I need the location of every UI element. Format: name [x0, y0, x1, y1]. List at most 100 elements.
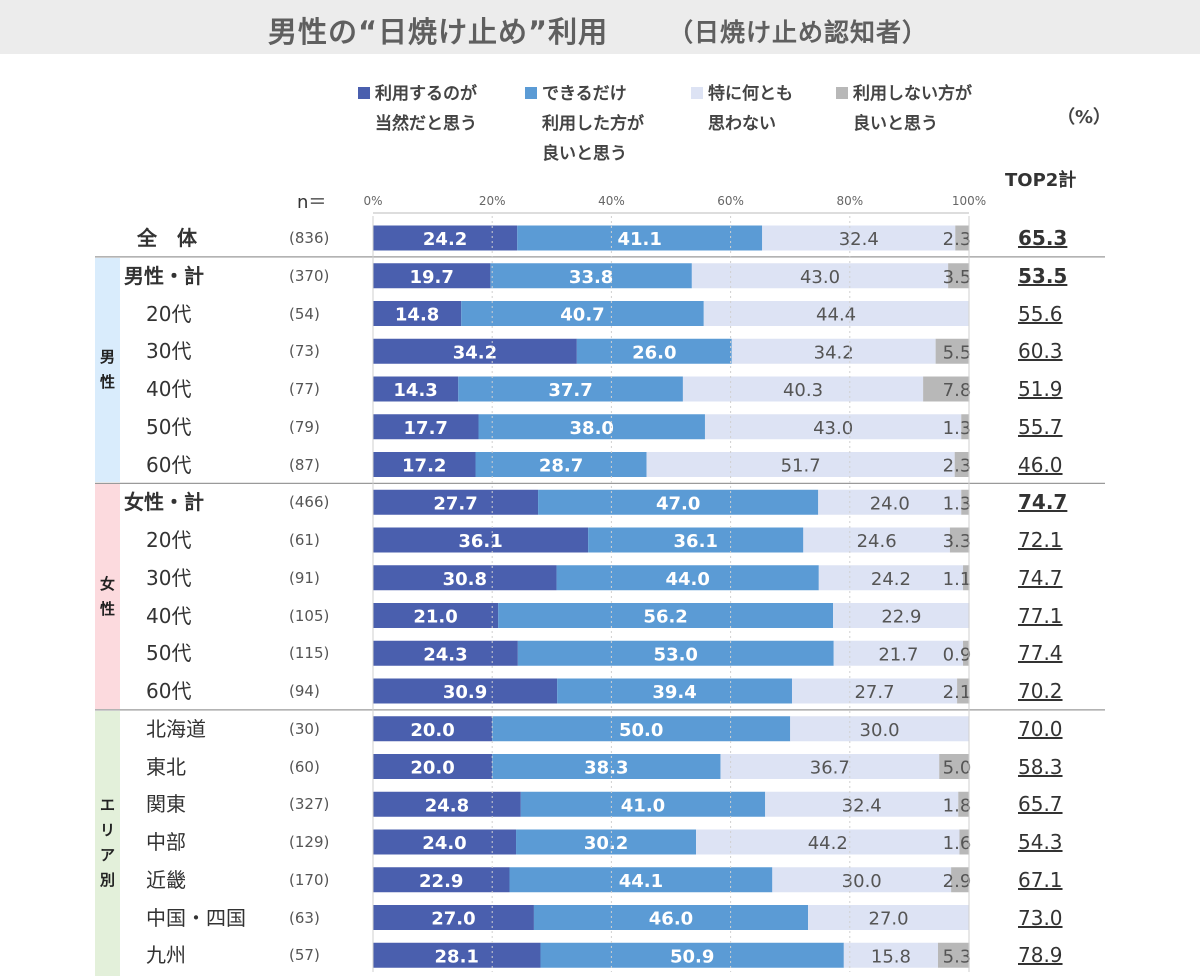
x-tick-label: 100% [952, 194, 986, 208]
row-label: 全 体 [137, 226, 197, 250]
data-label-should-use: 50.0 [619, 720, 663, 741]
bar-should-not-use [957, 678, 970, 704]
top2-header: TOP2計 [1005, 170, 1077, 191]
bar-no-opinion [720, 754, 940, 779]
data-label-should-use: 33.8 [569, 267, 613, 288]
data-label-should-use: 26.0 [632, 342, 676, 363]
bar-should-not-use [959, 829, 969, 855]
data-label-should-not-use: 3.5 [943, 267, 972, 288]
data-label-should-not-use: 1.3 [943, 493, 972, 514]
row-n: (87) [289, 455, 320, 474]
data-label-should-not-use: 2.9 [943, 871, 972, 892]
bar-should-use [461, 301, 704, 326]
data-label-no-opinion: 43.0 [800, 267, 840, 288]
row-label: 近畿 [146, 867, 186, 892]
data-label-should-use: 38.3 [584, 758, 628, 779]
bar-no-opinion [833, 640, 964, 666]
bar-no-opinion [704, 414, 962, 440]
bar-should-not-use [961, 489, 969, 515]
data-label-always-use: 27.7 [433, 493, 477, 514]
bar-should-use [458, 376, 683, 402]
row-n: (94) [289, 682, 320, 700]
x-tick-label: 20% [479, 194, 506, 208]
bar-no-opinion [703, 301, 969, 326]
row-top2: 72.1 [1018, 528, 1063, 552]
legend-swatch-should-use [525, 87, 537, 99]
bar-should-use [498, 603, 834, 628]
bar-no-opinion [803, 527, 950, 553]
data-label-always-use: 20.0 [410, 758, 454, 779]
data-label-should-not-use: 2.3 [943, 456, 972, 477]
bar-should-not-use [963, 565, 970, 591]
data-label-always-use: 20.0 [410, 720, 454, 741]
bar-no-opinion [762, 225, 956, 251]
row-top2: 78.9 [1018, 943, 1063, 968]
bar-no-opinion [843, 942, 939, 968]
row-top2: 77.1 [1018, 603, 1063, 628]
bar-no-opinion [818, 489, 962, 515]
legend-swatch-no-opinion [691, 87, 703, 99]
data-label-always-use: 27.0 [431, 909, 475, 930]
data-label-no-opinion: 43.0 [813, 418, 853, 439]
bar-should-use [538, 489, 819, 515]
row-label: 50代 [146, 414, 192, 439]
row-label: 東北 [146, 754, 186, 779]
data-label-always-use: 17.2 [402, 456, 446, 477]
row-n: (30) [289, 719, 320, 738]
bar-always-use [373, 905, 534, 930]
x-tick-label: 40% [598, 194, 625, 208]
bar-should-not-use [949, 527, 970, 553]
data-label-no-opinion: 27.0 [869, 909, 909, 930]
bar-should-not-use [961, 414, 969, 440]
bar-always-use [373, 263, 491, 289]
row-top2: 77.4 [1018, 641, 1063, 666]
bar-always-use [373, 603, 499, 628]
data-label-always-use: 21.0 [413, 607, 457, 628]
data-label-no-opinion: 44.2 [808, 833, 848, 854]
bar-should-not-use [955, 225, 969, 251]
bar-should-not-use [939, 754, 969, 779]
data-label-no-opinion: 32.4 [839, 229, 879, 250]
data-label-no-opinion: 27.7 [854, 682, 894, 703]
bar-should-use [540, 942, 844, 968]
x-tick-label: 60% [717, 194, 744, 208]
row-label: 40代 [146, 377, 192, 401]
row-top2: 58.3 [1018, 754, 1063, 779]
data-label-always-use: 17.7 [404, 418, 448, 439]
row-top2: 55.7 [1018, 414, 1063, 439]
data-label-always-use: 36.1 [458, 531, 502, 552]
bar-no-opinion [833, 603, 970, 628]
data-label-should-use: 30.2 [584, 833, 628, 854]
data-label-no-opinion: 32.4 [842, 795, 882, 816]
data-label-always-use: 34.2 [453, 342, 497, 363]
data-label-no-opinion: 51.7 [781, 456, 821, 477]
row-n: (79) [289, 417, 320, 436]
data-label-should-use: 41.0 [621, 795, 665, 816]
data-label-should-use: 53.0 [654, 644, 698, 665]
row-label: 20代 [146, 301, 192, 326]
chart-subtitle: （日焼け止め認知者） [668, 18, 929, 47]
x-tick-label: 0% [363, 194, 382, 208]
data-label-should-use: 37.7 [548, 380, 592, 401]
data-label-always-use: 24.2 [423, 229, 467, 250]
row-n: (836) [289, 229, 330, 247]
bar-always-use [373, 489, 539, 515]
bar-no-opinion [790, 716, 969, 742]
data-label-always-use: 28.1 [435, 946, 479, 967]
row-n: (54) [289, 304, 320, 323]
data-label-no-opinion: 40.3 [783, 380, 823, 401]
bar-should-use [509, 867, 773, 893]
data-label-always-use: 24.3 [423, 644, 467, 665]
group-band [95, 710, 120, 976]
legend-label-should-use: できるだけ 利用した方が 良いと思う [542, 84, 644, 164]
row-top2: 74.7 [1018, 565, 1063, 590]
data-label-should-use: 28.7 [539, 456, 583, 477]
bar-should-not-use [935, 338, 969, 364]
bar-should-not-use [954, 452, 969, 477]
data-label-should-not-use: 2.1 [943, 682, 972, 703]
row-top2: 67.1 [1018, 867, 1063, 892]
bar-should-use [516, 829, 697, 855]
bar-no-opinion [791, 678, 958, 704]
row-n: (466) [289, 493, 330, 512]
